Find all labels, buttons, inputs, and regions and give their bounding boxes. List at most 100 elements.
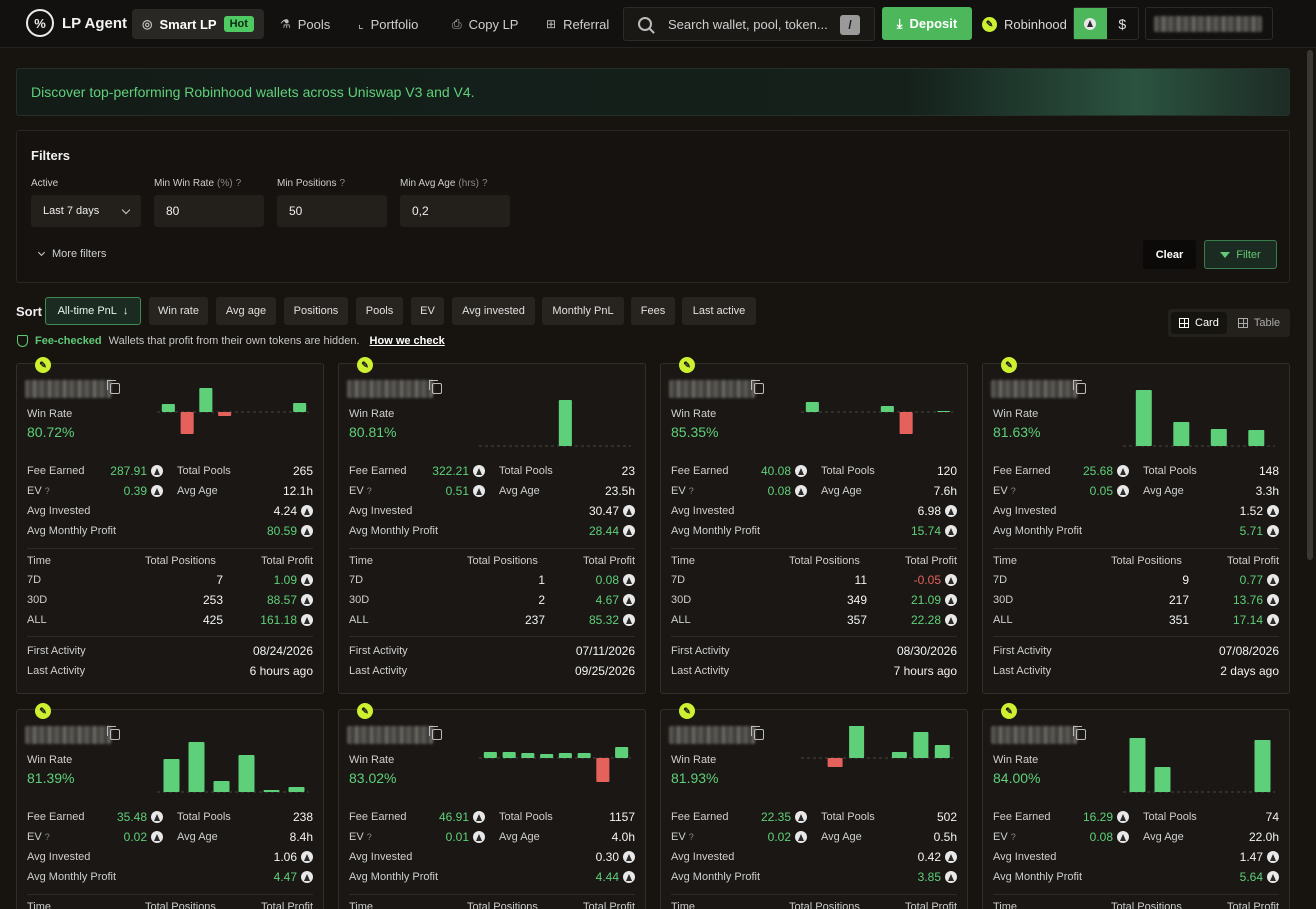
avg-invested-value: 6.98: [837, 504, 957, 518]
wallet-address-blurred: [669, 726, 755, 744]
wallet-card[interactable]: ✎ Win Rate 80.72% Fee Earned 287.91 Total Poo…: [16, 357, 324, 694]
avg-invested-label: Avg Invested: [993, 505, 1057, 517]
help-icon[interactable]: ?: [44, 486, 50, 496]
copy-icon[interactable]: [107, 726, 120, 740]
min-win-rate-input[interactable]: [154, 195, 264, 227]
currency-toggle: $: [1073, 7, 1139, 40]
wallet-card[interactable]: ✎ Win Rate 83.02% Fee Earned 46.91 Total Pool…: [338, 703, 646, 909]
total-positions-header: Total Positions: [145, 555, 216, 567]
pnl-bar: [913, 732, 929, 758]
table-view-label: Table: [1253, 317, 1281, 329]
fee-earned-label: Fee Earned: [349, 811, 407, 823]
min-positions-input[interactable]: [277, 195, 387, 227]
help-icon[interactable]: ?: [688, 486, 694, 496]
wallet-card[interactable]: ✎ Win Rate 81.93% Fee Earned 22.35 Total Pool…: [660, 703, 968, 909]
how-we-check-link[interactable]: How we check: [369, 335, 445, 347]
brand-logo[interactable]: % LP Agent: [26, 9, 127, 37]
avg-invested-label: Avg Invested: [671, 851, 735, 863]
pnl-mini-chart: [1123, 738, 1275, 793]
wallet-card[interactable]: ✎ Win Rate 84.00% Fee Earned 16.29 Total Pool…: [982, 703, 1290, 909]
total-positions-header: Total Positions: [789, 901, 860, 909]
wallet-address-blurred: [25, 380, 111, 398]
help-icon[interactable]: ?: [339, 178, 346, 189]
help-icon[interactable]: ?: [481, 178, 488, 189]
sort-last-active[interactable]: Last active: [682, 297, 756, 325]
discover-banner: Discover top-performing Robinhood wallet…: [16, 68, 1290, 116]
more-filters-toggle[interactable]: More filters: [37, 248, 106, 260]
deposit-button[interactable]: ⤓ Deposit: [882, 7, 972, 40]
search-input[interactable]: [668, 16, 828, 32]
period-profit-text: 1.09: [273, 573, 297, 587]
ev-label-text: EV: [27, 485, 42, 497]
copy-icon[interactable]: [107, 380, 120, 394]
currency-eth-button[interactable]: [1074, 8, 1107, 39]
help-icon[interactable]: ?: [44, 832, 50, 842]
currency-usd-button[interactable]: $: [1118, 15, 1127, 32]
clear-button[interactable]: Clear: [1143, 240, 1196, 269]
sort-avg-invested[interactable]: Avg invested: [452, 297, 535, 325]
avg-invested-label: Avg Invested: [671, 505, 735, 517]
help-icon[interactable]: ?: [366, 832, 372, 842]
total-pools-value: 74: [1265, 810, 1279, 824]
table-view-button[interactable]: Table: [1230, 312, 1288, 334]
wallet-card[interactable]: ✎ Win Rate 81.63% Fee Earned 25.68 Total Pool…: [982, 357, 1290, 694]
active-period-select[interactable]: Last 7 days: [31, 195, 141, 227]
help-icon[interactable]: ?: [688, 832, 694, 842]
nav-copy-lp[interactable]: ⎙ Copy LP: [442, 9, 528, 39]
wallet-card[interactable]: ✎ Win Rate 81.39% Fee Earned 35.48 Total Pool…: [16, 703, 324, 909]
pnl-bar: [188, 742, 205, 792]
nav-pools[interactable]: ⚗ Pools: [270, 9, 340, 39]
wallet-button[interactable]: [1145, 7, 1273, 40]
sort-win-rate[interactable]: Win rate: [149, 297, 208, 325]
copy-icon[interactable]: [429, 726, 442, 740]
ev-label: EV?: [349, 485, 372, 497]
fee-earned-label: Fee Earned: [27, 465, 85, 477]
total-pools-value: 265: [292, 464, 313, 478]
help-icon[interactable]: ?: [1010, 832, 1016, 842]
copy-icon[interactable]: [1073, 726, 1086, 740]
fee-earned-label: Fee Earned: [671, 811, 729, 823]
wallet-card[interactable]: ✎ Win Rate 85.35% Fee Earned 40.08 Total Pool…: [660, 357, 968, 694]
divider: [27, 636, 313, 637]
deposit-label: Deposit: [909, 16, 958, 31]
sort-monthly-pnl[interactable]: Monthly PnL: [542, 297, 624, 325]
help-icon[interactable]: ?: [366, 486, 372, 496]
fee-earned-value: 46.91: [405, 810, 485, 824]
first-activity-value: 07/11/2026: [575, 644, 635, 658]
sort-positions[interactable]: Positions: [284, 297, 348, 325]
sort-pools[interactable]: Pools: [356, 297, 403, 325]
avg-invested-value-text: 6.98: [917, 504, 941, 518]
win-rate-value: 80.81%: [349, 424, 397, 440]
fee-earned-value-text: 287.91: [110, 464, 147, 478]
wallet-address-blurred: [991, 380, 1077, 398]
eth-icon: [151, 811, 163, 823]
sort-ev[interactable]: EV: [411, 297, 444, 325]
filter-button[interactable]: Filter: [1204, 240, 1277, 269]
copy-icon[interactable]: [429, 380, 442, 394]
copy-icon[interactable]: [751, 726, 764, 740]
sort-avg-age[interactable]: Avg age: [216, 297, 276, 325]
eth-icon: [1084, 17, 1097, 30]
eth-icon: [1267, 525, 1279, 537]
nav-referral[interactable]: ⊞ Referral: [536, 9, 619, 39]
help-icon[interactable]: ?: [235, 178, 242, 189]
scrollbar[interactable]: [1307, 50, 1313, 560]
card-view-button[interactable]: Card: [1171, 312, 1227, 334]
search-shortcut-key: /: [840, 15, 860, 35]
eth-icon: [795, 831, 807, 843]
sort-fees[interactable]: Fees: [631, 297, 675, 325]
avg-monthly-profit-value-text: 28.44: [588, 524, 619, 538]
copy-icon[interactable]: [1073, 380, 1086, 394]
nav-portfolio[interactable]: ⌞ Portfolio: [348, 9, 428, 39]
search-box: /: [623, 7, 875, 41]
help-icon[interactable]: ?: [1010, 486, 1016, 496]
nav-smart-lp[interactable]: ◎ Smart LP Hot: [132, 9, 264, 39]
min-avg-age-input[interactable]: [400, 195, 510, 227]
chain-selector[interactable]: ✎ Robinhood: [982, 9, 1067, 39]
period-label: 30D: [993, 594, 1014, 606]
wallet-card[interactable]: ✎ Win Rate 80.81% Fee Earned 322.21 Total Poo…: [338, 357, 646, 694]
sort-all-time-pnl[interactable]: All-time PnL ↓: [45, 297, 141, 325]
win-rate-value: 81.63%: [993, 424, 1041, 440]
eth-icon: [945, 505, 957, 517]
copy-icon[interactable]: [751, 380, 764, 394]
